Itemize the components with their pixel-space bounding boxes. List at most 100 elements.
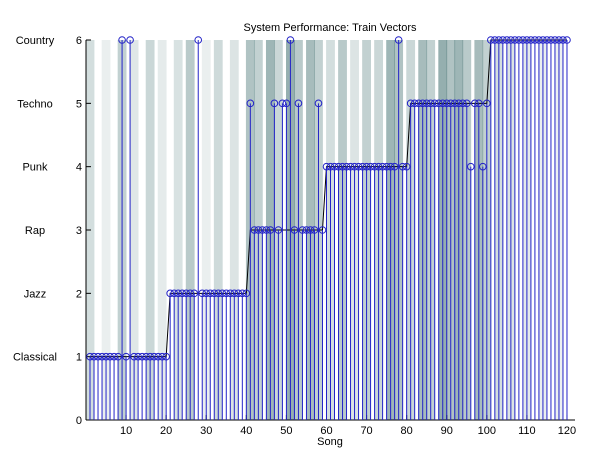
stem-marker bbox=[418, 99, 427, 108]
background-band bbox=[145, 40, 155, 420]
background-band bbox=[173, 40, 183, 420]
x-tick-label: 20 bbox=[160, 425, 172, 437]
stem-marker bbox=[230, 289, 239, 298]
stem-marker bbox=[410, 99, 419, 108]
stem-marker bbox=[551, 36, 559, 44]
stem-marker bbox=[479, 162, 487, 171]
stem-marker bbox=[422, 99, 431, 108]
stem-marker bbox=[314, 99, 323, 108]
stem-marker bbox=[134, 352, 142, 361]
stem-marker bbox=[543, 36, 551, 44]
stem-marker bbox=[386, 162, 395, 171]
stem-marker bbox=[503, 36, 511, 44]
stem-marker bbox=[450, 99, 459, 108]
x-tick-label: 70 bbox=[360, 425, 372, 437]
y-tick-label: 1 bbox=[76, 352, 82, 364]
stem-marker bbox=[394, 36, 403, 44]
stem-marker bbox=[462, 99, 471, 108]
y-tick-label: 5 bbox=[76, 98, 82, 110]
background-band bbox=[101, 40, 111, 420]
stem-marker bbox=[186, 289, 195, 298]
stem-marker bbox=[218, 289, 227, 298]
stem-marker bbox=[334, 162, 343, 171]
stem-marker bbox=[318, 226, 327, 234]
stem-marker bbox=[362, 162, 371, 171]
stem-marker bbox=[527, 36, 535, 44]
stem-marker bbox=[523, 36, 531, 44]
stem-marker bbox=[250, 226, 259, 234]
stem-marker bbox=[475, 99, 483, 108]
stem-marker bbox=[270, 99, 279, 108]
stem-marker bbox=[495, 36, 503, 44]
stem-marker bbox=[254, 226, 263, 234]
y-category-label: Classical bbox=[13, 352, 57, 364]
stem-marker bbox=[483, 99, 491, 108]
stem-marker bbox=[322, 162, 331, 171]
y-category-label: Punk bbox=[22, 162, 48, 174]
stem-marker bbox=[190, 289, 199, 298]
stem-marker bbox=[342, 162, 351, 171]
stem-marker bbox=[182, 289, 191, 298]
stem-marker bbox=[290, 226, 299, 234]
stem-marker bbox=[170, 289, 178, 298]
stem-marker bbox=[354, 162, 363, 171]
stem-marker bbox=[559, 36, 567, 44]
stem-marker bbox=[438, 99, 447, 108]
y-category-label: Country bbox=[16, 35, 55, 47]
stem-marker bbox=[539, 36, 547, 44]
background-band bbox=[129, 40, 139, 420]
y-category-label: Techno bbox=[17, 98, 52, 110]
x-axis-label: Song bbox=[317, 436, 343, 448]
stem-marker bbox=[150, 352, 158, 361]
stem-marker bbox=[430, 99, 439, 108]
stem-marker bbox=[242, 289, 251, 298]
stem-marker bbox=[166, 289, 174, 298]
stem-marker bbox=[226, 289, 235, 298]
stem-marker bbox=[555, 36, 563, 44]
x-tick-label: 110 bbox=[518, 425, 536, 437]
stem-marker bbox=[310, 226, 319, 234]
stem-marker bbox=[378, 162, 387, 171]
x-tick-label: 120 bbox=[558, 425, 576, 437]
y-category-label: Jazz bbox=[24, 288, 47, 300]
stem-marker bbox=[358, 162, 367, 171]
stem-marker bbox=[162, 352, 170, 361]
stem-marker bbox=[234, 289, 243, 298]
stem-marker bbox=[130, 352, 138, 361]
true-genre-line bbox=[90, 39, 567, 358]
stem-marker bbox=[106, 352, 114, 361]
stem-marker bbox=[466, 162, 475, 171]
stem-marker bbox=[390, 162, 399, 171]
stem-marker bbox=[330, 162, 339, 171]
stem-marker bbox=[511, 36, 519, 44]
stem-marker bbox=[94, 352, 102, 361]
x-tick-label: 60 bbox=[320, 425, 332, 437]
stem-marker bbox=[454, 99, 463, 108]
stem-marker bbox=[306, 226, 315, 234]
background-band bbox=[185, 40, 195, 420]
stem-marker bbox=[282, 99, 291, 108]
stem-marker bbox=[198, 289, 207, 298]
stem-marker bbox=[86, 352, 94, 361]
stem-marker bbox=[146, 352, 154, 361]
x-tick-label: 80 bbox=[401, 425, 413, 437]
stem-marker bbox=[262, 226, 271, 234]
stem-marker bbox=[442, 99, 451, 108]
stem-marker bbox=[110, 352, 118, 361]
y-tick-label: 0 bbox=[76, 415, 82, 427]
y-tick-label: 4 bbox=[76, 162, 82, 174]
stem-marker bbox=[519, 36, 527, 44]
stem-marker bbox=[222, 289, 231, 298]
stem-marker bbox=[350, 162, 359, 171]
stem-marker bbox=[374, 162, 383, 171]
stem-marker bbox=[246, 99, 255, 108]
stem-marker bbox=[138, 352, 146, 361]
stem-marker bbox=[402, 162, 411, 171]
stem-marker bbox=[278, 99, 287, 108]
stem-marker bbox=[531, 36, 539, 44]
x-tick-label: 50 bbox=[280, 425, 292, 437]
stem-marker bbox=[90, 352, 98, 361]
stem-marker bbox=[434, 99, 443, 108]
background-band bbox=[229, 40, 239, 420]
